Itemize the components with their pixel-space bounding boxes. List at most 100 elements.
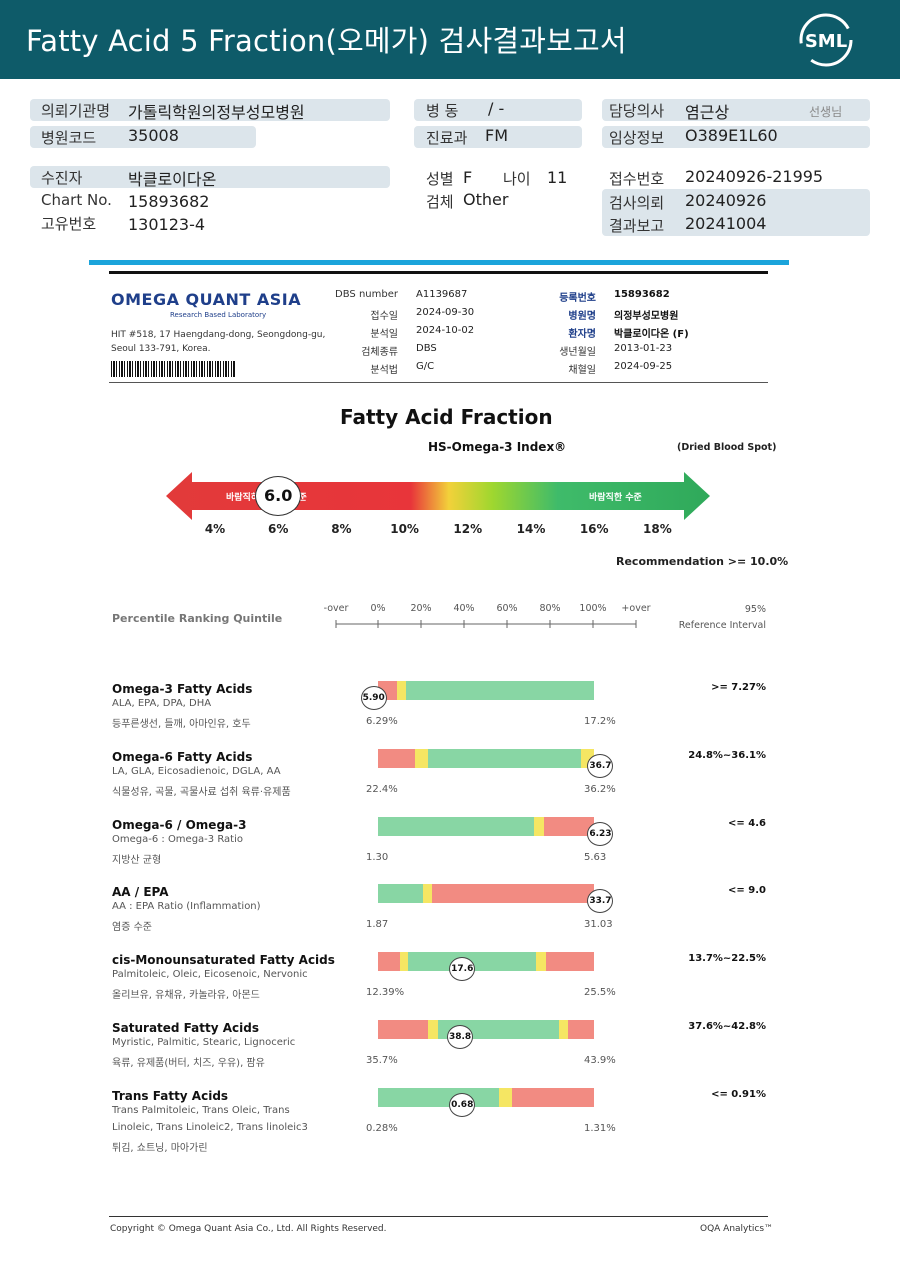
meta-right-value: 박클로이다온 (F) [614,329,689,340]
copyright-text: Copyright © Omega Quant Asia Co., Ltd. A… [110,1224,387,1234]
axis-label: 40% [453,603,475,614]
row-bar-segment [533,816,545,836]
hospital-code-row-bg [30,126,256,148]
oqa-address-line1: HIT #518, 17 Haengdang-dong, Seongdong-g… [111,330,326,340]
row-food: 올리브유, 유채유, 카놀라유, 아몬드 [112,990,260,1002]
percentile-axis [335,620,637,628]
gauge-tick-label: 18% [643,522,672,536]
row-food: 지방산 균형 [112,854,162,866]
institution-value: 가톨릭학원의정부성모병원 [128,103,305,122]
oqa-company-sub: Research Based Laboratory [170,311,267,319]
oqa-analytics-text: OQA Analytics™ [700,1224,774,1234]
header-bar [0,0,900,79]
gauge-value-marker: 6.0 [255,476,302,516]
row-bar-segment [498,1087,512,1107]
dept-row-bg [414,126,582,148]
dept-label: 진료과 [426,129,468,147]
age-label: 나이 [503,170,531,188]
fatty-acid-title: Fatty Acid Fraction [340,405,553,429]
axis-label: 20% [410,603,432,614]
dates-row-bg [602,189,870,236]
row-reference: 37.6%~42.8% [688,1021,766,1032]
row-max-value: 17.2% [584,716,616,727]
logo-text: SML [805,31,847,52]
result-date: 20241004 [685,214,767,233]
ward-label: 병 동 [426,102,459,120]
row-max-value: 43.9% [584,1055,616,1066]
row-bar-segment [378,1020,428,1039]
clinical-value: O389E1L60 [685,126,778,145]
omega3-index-gauge [166,472,710,520]
row-bar-segment [535,952,547,972]
row-title: Omega-6 / Omega-3 [112,817,247,832]
row-title: Omega-3 Fatty Acids [112,682,253,696]
meta-right-label: 병원명 [568,311,596,322]
row-reference: 24.8%~36.1% [688,749,766,761]
row-food: 튀김, 쇼트닝, 마아가린 [112,1142,208,1154]
row-reference: 13.7%~22.5% [688,953,766,965]
row-max-value: 36.2% [584,783,616,795]
row-subtitle: Omega-6 : Omega-3 Ratio [112,833,244,845]
row-bar-segment [378,748,415,768]
row-value-marker: 17.6 [449,957,476,982]
gauge-tick-label: 8% [331,522,352,536]
row-reference: <= 0.91% [711,1088,766,1100]
axis-label: -over [323,603,349,614]
row-bar-segment [544,816,594,836]
axis-label: +over [621,603,651,614]
gauge-tick-label: 4% [204,522,226,536]
row-bar-segment [568,1020,594,1039]
axis-label: 100% [579,603,607,614]
row-subtitle: Trans Palmitoleic, Trans Oleic, Trans [112,1104,290,1116]
row-min-value: 12.39% [366,987,405,999]
age-value: 11 [547,168,568,187]
hs-omega3-title: HS-Omega-3 Index® [428,440,567,454]
doctor-value: 염근상 [685,103,730,122]
gauge-arrow-bar [166,472,710,520]
meta-left-value: DBS [416,343,437,354]
meta-left-value: 2024-10-02 [416,325,475,336]
ward-value: / - [488,99,505,118]
row-subtitle: ALA, EPA, DPA, DHA [112,698,212,709]
specimen-value: Other [463,190,509,209]
chart-no-value: 15893682 [128,192,210,211]
footer-rule [109,1216,768,1217]
clinical-label: 임상정보 [609,129,665,147]
meta-left-label: 검체종류 [361,347,398,358]
row-food: 염증 수준 [112,922,152,934]
row-max-value: 1.31% [584,1122,616,1134]
gauge-tick-label: 6% [268,522,289,536]
sex-value: F [463,168,473,187]
request-date: 20240926 [685,191,767,210]
meta-left-label: 분석법 [370,365,398,376]
row-title: Omega-6 Fatty Acids [112,749,253,764]
row-min-value: 1.87 [366,919,389,931]
row-bar-segment [378,884,424,904]
recommendation-text: Recommendation >= 10.0% [616,555,789,568]
doctor-suffix: 선생님 [809,105,843,119]
institution-label: 의뢰기관명 [41,102,111,120]
meta-left-label: 접수일 [370,311,398,322]
row-title: cis-Monounsaturated Fatty Acids [112,953,335,968]
row-value-marker: 5.90 [360,686,387,710]
axis-label: 60% [496,603,518,614]
unique-no-label: 고유번호 [41,215,97,233]
row-title: Trans Fatty Acids [112,1088,229,1103]
row-bar-segment [397,681,407,700]
barcode-icon [111,361,236,377]
meta-right-value: 15893682 [614,289,670,300]
row-food: 식물성유, 곡물, 곡물사료 섭취 육류·유제품 [112,786,291,798]
meta-right-label: 등록번호 [559,293,596,304]
row-value-marker: 36.7 [587,753,614,778]
meta-right-value: 의정부성모병원 [614,311,679,322]
row-subtitle: Palmitoleic, Oleic, Eicosenoic, Nervonic [112,969,308,981]
row-subtitle-2: Linoleic, Trans Linoleic2, Trans linolei… [112,1121,308,1133]
hospital-code-label: 병원코드 [41,129,97,147]
row-reference: <= 9.0 [728,885,766,897]
meta-left-label: DBS number [335,289,398,300]
axis-label: 80% [539,603,561,614]
sex-label: 성별 [426,170,454,188]
gauge-tick-label: 12% [453,522,483,536]
chart-no-label: Chart No. [41,191,112,209]
oqa-address-line2: Seoul 133-791, Korea. [111,344,211,354]
